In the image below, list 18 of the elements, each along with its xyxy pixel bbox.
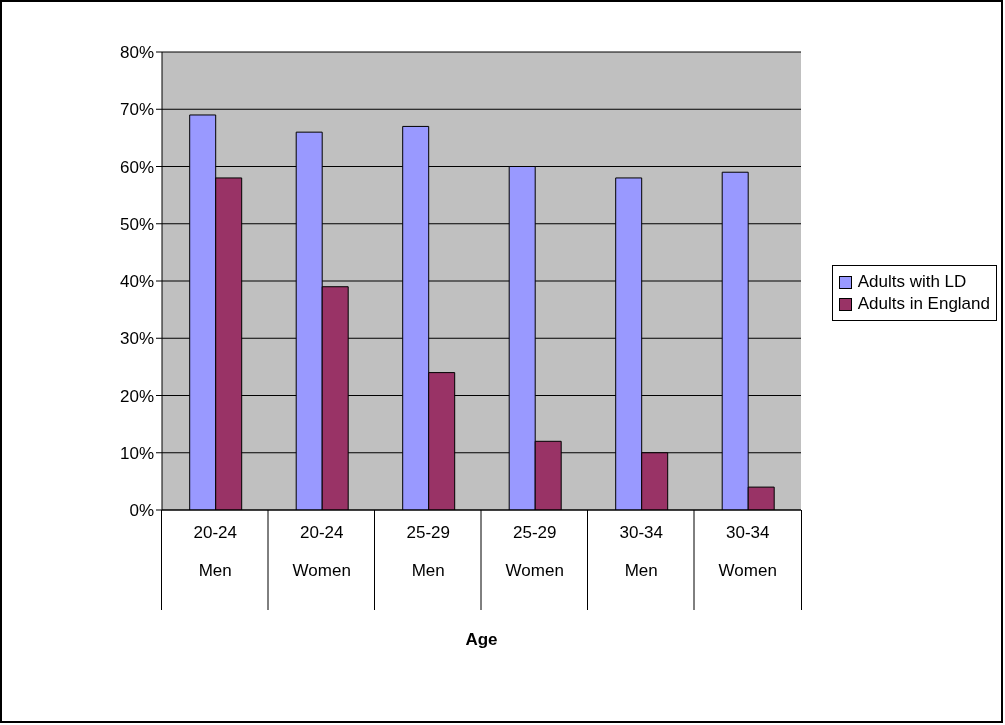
y-tick-label: 30%: [119, 329, 154, 349]
x-tick-label: 20-24 Men: [193, 523, 237, 580]
x-tick-label: 30-34 Women: [718, 523, 777, 580]
y-tick-label: 20%: [119, 386, 154, 406]
y-tick-label: 50%: [119, 214, 154, 234]
y-tick-label: 40%: [119, 272, 154, 292]
y-tick-label: 70%: [119, 100, 154, 120]
y-tick-label: 60%: [119, 157, 154, 177]
x-tick-label: 25-29 Women: [505, 523, 564, 580]
x-tick-label: 20-24 Women: [292, 523, 351, 580]
legend-label: Adults in England: [857, 294, 990, 314]
x-tick-label: 30-34 Men: [619, 523, 663, 580]
y-tick-label: 80%: [119, 43, 154, 63]
x-axis-title: Age: [465, 630, 498, 649]
y-tick-label: 10%: [119, 443, 154, 463]
x-tick-label: 25-29 Men: [406, 523, 450, 580]
y-tick-label: 0%: [129, 501, 154, 521]
legend-label: Adults with LD: [857, 272, 967, 292]
